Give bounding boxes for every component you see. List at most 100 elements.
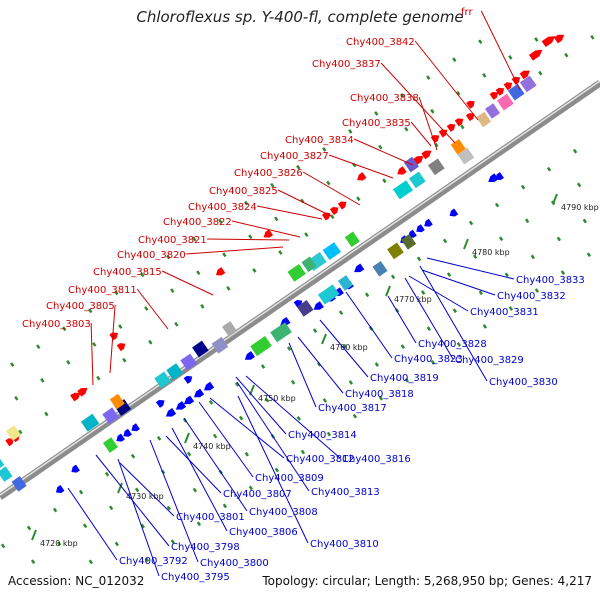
grid-dot bbox=[478, 290, 484, 296]
gene-label-reverse: Chy400_3813 bbox=[311, 487, 380, 498]
grid-dot bbox=[156, 435, 162, 441]
grid-dot bbox=[508, 306, 514, 311]
grid-dot bbox=[472, 254, 478, 260]
feature-box bbox=[0, 458, 5, 468]
tick-mark: 4740 kbp bbox=[184, 432, 231, 451]
leader-line bbox=[236, 381, 310, 492]
feature-box bbox=[317, 284, 340, 305]
grid-dot bbox=[170, 288, 175, 293]
feature-box bbox=[519, 75, 537, 93]
grid-dot bbox=[378, 395, 384, 401]
gene-label-reverse: Chy400_3819 bbox=[370, 373, 439, 384]
grid-dot bbox=[192, 236, 197, 242]
gene-label-forward: Chy400_3822 bbox=[163, 217, 232, 228]
grid-dot bbox=[222, 252, 227, 258]
reverse-gene bbox=[116, 433, 125, 442]
grid-dot bbox=[426, 326, 432, 332]
reverse-gene bbox=[183, 395, 195, 405]
grid-dot bbox=[400, 93, 405, 98]
leader-line bbox=[480, 10, 521, 91]
tick-mark: 4790 kbp bbox=[552, 193, 599, 212]
reverse-gene bbox=[215, 267, 226, 276]
tick-label: 4770 kbp bbox=[394, 295, 432, 304]
feature-box bbox=[270, 322, 292, 343]
grid-dot bbox=[244, 200, 249, 206]
forward-gene bbox=[541, 36, 556, 48]
gene-label-forward: Chy400_3824 bbox=[188, 202, 257, 213]
grid-dot bbox=[122, 357, 127, 363]
grid-dot bbox=[452, 308, 458, 314]
grid-dot bbox=[18, 429, 23, 435]
gene-label-forward: Chy400_3811 bbox=[68, 285, 137, 296]
feature-box bbox=[250, 335, 272, 357]
grid-dot bbox=[326, 431, 332, 437]
grid-dot bbox=[378, 144, 383, 150]
tick-label: 4760 kbp bbox=[330, 343, 368, 352]
gene-label-reverse: Chy400_3818 bbox=[345, 389, 414, 400]
grid-dot bbox=[52, 507, 58, 513]
grid-dot bbox=[342, 343, 348, 349]
leader-line bbox=[67, 487, 118, 561]
tick-label: 4730 kbp bbox=[126, 492, 164, 501]
feature-box bbox=[322, 242, 341, 260]
feature-box bbox=[180, 353, 198, 371]
grid-dot bbox=[560, 270, 566, 275]
leader-line bbox=[90, 322, 94, 386]
tick-line bbox=[385, 285, 391, 297]
grid-dot bbox=[442, 238, 448, 244]
grid-dot bbox=[426, 75, 431, 80]
grid-dot bbox=[564, 52, 569, 58]
grid-dot bbox=[10, 362, 15, 367]
grid-dot bbox=[56, 541, 62, 547]
grid-dot bbox=[590, 34, 595, 40]
leader-line bbox=[421, 269, 496, 296]
grid-dot bbox=[404, 126, 409, 132]
gene-label-reverse: Chy400_3792 bbox=[119, 556, 188, 567]
grid-dot bbox=[556, 236, 562, 242]
label-leader-lines bbox=[67, 10, 521, 577]
tick-line bbox=[463, 238, 469, 250]
feature-box bbox=[507, 83, 525, 101]
grid-dot bbox=[404, 377, 410, 383]
feature-box bbox=[109, 393, 125, 410]
feature-box bbox=[476, 111, 492, 128]
grid-dot bbox=[108, 505, 114, 511]
grid-dot bbox=[534, 288, 540, 293]
grid-dot bbox=[286, 346, 292, 351]
grid-dot bbox=[390, 274, 396, 280]
leader-line bbox=[419, 265, 488, 382]
gene-label-reverse: Chy400_3833 bbox=[516, 275, 585, 286]
grid-dot bbox=[482, 324, 488, 329]
grid-dot bbox=[192, 487, 198, 493]
leader-line bbox=[237, 395, 309, 544]
grid-dot bbox=[546, 166, 552, 172]
grid-dot bbox=[352, 413, 358, 419]
grid-dot bbox=[524, 218, 530, 224]
feature-box bbox=[80, 413, 100, 432]
reverse-gene bbox=[71, 464, 80, 473]
reverse-gene bbox=[416, 224, 425, 233]
gene-label-reverse: Chy400_3806 bbox=[229, 527, 298, 538]
grid-dot bbox=[96, 375, 101, 381]
leader-line bbox=[297, 336, 344, 394]
gene-label-forward: Chy400_3834 bbox=[285, 135, 354, 146]
leader-line bbox=[231, 220, 301, 238]
grid-dot bbox=[82, 523, 88, 529]
reverse-gene bbox=[263, 229, 274, 238]
feature-box bbox=[337, 275, 353, 291]
feature-box bbox=[102, 437, 118, 453]
feature-box bbox=[392, 180, 413, 200]
grid-dot bbox=[356, 196, 361, 202]
tick-line bbox=[117, 482, 123, 494]
leader-line bbox=[353, 138, 414, 166]
gene-label-forward: Chy400_3838 bbox=[350, 93, 419, 104]
leader-line bbox=[149, 439, 199, 563]
grid-dot bbox=[572, 148, 578, 154]
grid-dot bbox=[382, 178, 387, 184]
forward-gene bbox=[446, 123, 456, 132]
grid-dot bbox=[304, 232, 309, 237]
leader-line bbox=[410, 121, 432, 147]
grid-dot bbox=[26, 525, 32, 531]
leader-line bbox=[302, 171, 361, 206]
